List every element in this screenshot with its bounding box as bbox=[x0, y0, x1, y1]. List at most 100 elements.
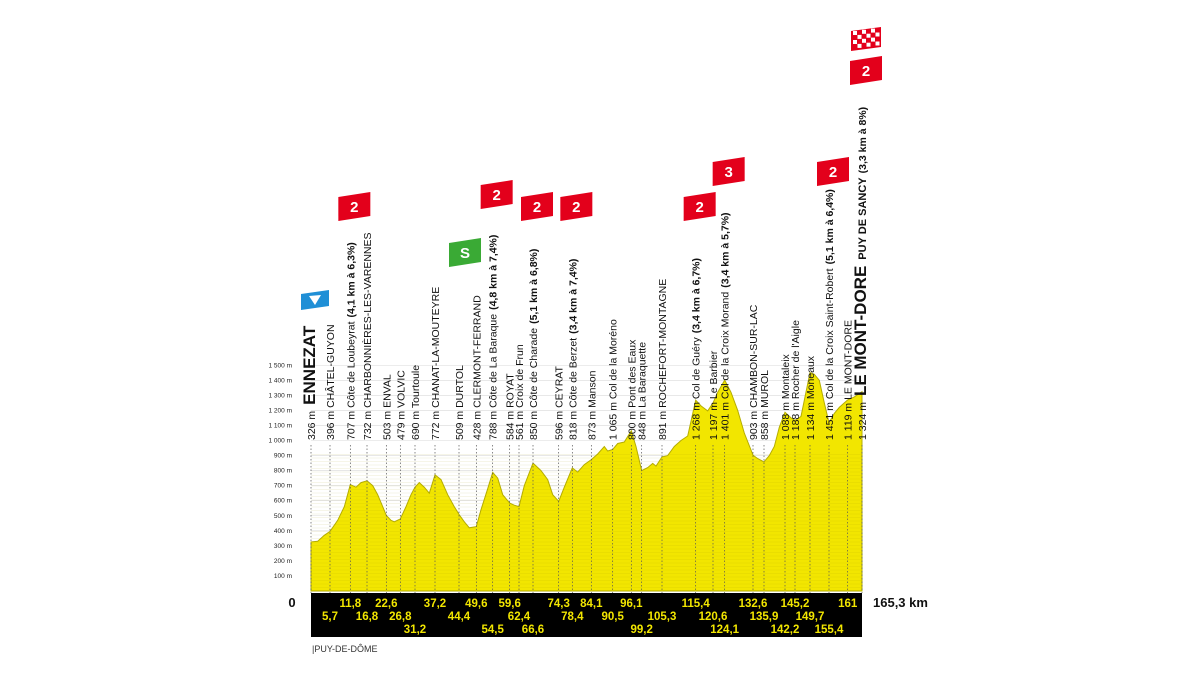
km-band-rect bbox=[311, 593, 862, 637]
waypoint-text: 707 m Côte de Loubeyrat bbox=[345, 321, 357, 440]
km-mark-label: 26,8 bbox=[389, 611, 412, 623]
waypoint-text: 858 m MUROL bbox=[759, 370, 771, 440]
waypoint-label: 1 134 m Moneaux bbox=[805, 355, 817, 440]
waypoint-text: 788 m Côte de La Baraque bbox=[488, 314, 500, 440]
waypoint-name: ENNEZAT bbox=[300, 325, 319, 405]
badge-label: 2 bbox=[572, 199, 580, 216]
waypoint-label: 1 451 m Col de la Croix Saint-Robert (5,1… bbox=[824, 189, 836, 440]
waypoint-label: 772 m CHANAT-LA-MOUTEYRE bbox=[430, 287, 442, 440]
waypoint-text: 396 m CHÂTEL-GUYON bbox=[324, 324, 337, 440]
waypoint-text: 903 m CHAMBON-SUR-LAC bbox=[748, 304, 760, 440]
y-tick-label: 900 m bbox=[274, 453, 292, 460]
finish-flag-check bbox=[853, 40, 857, 44]
km-mark-label: 59,6 bbox=[498, 598, 520, 610]
waypoint-labels: 326 m ENNEZAT 396 m CHÂTEL-GUYON 707 m Côte… bbox=[300, 107, 870, 440]
badge-label: 2 bbox=[350, 199, 358, 216]
waypoint-text: 1 324 m bbox=[857, 402, 869, 440]
badge-shape bbox=[817, 157, 849, 186]
y-tick-label: 100 m bbox=[274, 573, 292, 580]
waypoint-label: 818 m Côte de Berzet (3,4 km à 7,4%) bbox=[567, 259, 579, 440]
y-tick-label: 1 300 m bbox=[269, 392, 293, 399]
finish-flag-check bbox=[866, 42, 871, 47]
waypoint-text: 479 m VOLVIC bbox=[395, 370, 407, 440]
km-mark-label: 11,8 bbox=[339, 598, 361, 610]
waypoint-label: 788 m Côte de La Baraque (4,8 km à 7,4%) bbox=[488, 235, 500, 440]
waypoint-text: 873 m Manson bbox=[586, 370, 598, 440]
badge-label: 2 bbox=[492, 187, 500, 204]
waypoint-label: 1 188 m Rocher de l'Aigle bbox=[790, 320, 802, 440]
start-km-label: 0 bbox=[288, 595, 295, 610]
waypoint-text: 428 m CLERMONT-FERRAND bbox=[471, 295, 483, 440]
waypoint-text: 1 188 m Rocher de l'Aigle bbox=[790, 320, 802, 440]
waypoint-text: 732 m CHARBONNIÈRES-LES-VARENNES bbox=[361, 232, 374, 440]
km-mark-label: 78,4 bbox=[561, 611, 584, 623]
waypoint-text: 1 119 m LE MONT-DORE bbox=[843, 320, 855, 440]
waypoint-text: 1 268 m Col de Guéry bbox=[691, 337, 703, 440]
waypoint-climb-detail: (3,4 km à 5,7%) bbox=[720, 212, 732, 287]
km-mark-label: 66,6 bbox=[522, 624, 544, 636]
waypoint-climb-detail: (3,4 km à 7,4%) bbox=[567, 259, 579, 334]
y-tick-label: 1 500 m bbox=[269, 362, 293, 369]
km-mark-label: 105,3 bbox=[648, 611, 677, 623]
waypoint-text: 891 m ROCHEFORT-MONTAGNE bbox=[657, 279, 669, 440]
waypoint-label: 850 m Côte de Charade (5,1 km à 6,8%) bbox=[528, 249, 540, 440]
badge-label: 2 bbox=[695, 199, 703, 216]
waypoint-name-secondary: PUY DE SANCY bbox=[857, 177, 869, 260]
waypoint-label: 690 m Tourtoule bbox=[410, 365, 422, 440]
climb-category-badge: 2 bbox=[850, 56, 882, 85]
km-mark-label: 142,2 bbox=[771, 624, 800, 636]
waypoint-label: 891 m ROCHEFORT-MONTAGNE bbox=[657, 279, 669, 440]
badge-shape bbox=[449, 238, 481, 267]
waypoint-label: 800 m Pont des Eaux bbox=[626, 339, 638, 440]
waypoint-text: 503 m ENVAL bbox=[381, 374, 393, 440]
waypoint-label: 561 m Croix de Frun bbox=[514, 344, 526, 440]
waypoint-label: 873 m Manson bbox=[586, 370, 598, 440]
region-label: |PUY-DE-DÔME bbox=[312, 644, 378, 654]
waypoint-lines bbox=[310, 445, 863, 593]
badge-label: 2 bbox=[829, 164, 837, 181]
waypoint-text: 509 m DURTOL bbox=[454, 365, 466, 440]
y-tick-label: 1 000 m bbox=[269, 438, 293, 445]
finish-flag-check bbox=[862, 38, 866, 43]
y-tick-label: 500 m bbox=[274, 513, 292, 520]
km-mark-label: 161 bbox=[838, 598, 858, 610]
y-tick-label: 300 m bbox=[274, 543, 292, 550]
climb-category-badge: 2 bbox=[338, 192, 371, 221]
waypoint-label: 479 m VOLVIC bbox=[395, 370, 407, 440]
y-tick-label: 200 m bbox=[274, 558, 292, 565]
badge-shape bbox=[338, 192, 371, 221]
end-km-label: 165,3 km bbox=[873, 595, 928, 610]
km-mark-label: 96,1 bbox=[620, 598, 643, 610]
waypoint-text: 772 m CHANAT-LA-MOUTEYRE bbox=[430, 287, 442, 440]
climb-category-badge: 2 bbox=[683, 192, 716, 221]
km-mark-label: 49,6 bbox=[465, 598, 487, 610]
waypoint-climb-detail: (5,1 km à 6,4%) bbox=[824, 189, 836, 264]
waypoint-label: 1 065 m Col de la Moréno bbox=[608, 319, 620, 440]
badge-label: 3 bbox=[724, 164, 732, 181]
km-mark-label: 16,8 bbox=[356, 611, 379, 623]
badge-label: 2 bbox=[862, 63, 870, 80]
waypoint-label: 1 401 m Col de la Croix Morand (3,4 km à … bbox=[720, 212, 732, 440]
y-tick-label: 400 m bbox=[274, 528, 292, 535]
waypoint-text: 596 m CEYRAT bbox=[554, 366, 566, 440]
km-mark-label: 62,4 bbox=[508, 611, 531, 623]
badge-label: 2 bbox=[533, 199, 541, 216]
badge-shape bbox=[850, 56, 882, 85]
km-mark-label: 31,2 bbox=[404, 624, 426, 636]
waypoint-text: 1 197 m Le Barbier bbox=[708, 350, 720, 440]
km-mark-label: 99,2 bbox=[630, 624, 652, 636]
km-mark-label: 54,5 bbox=[481, 624, 504, 636]
waypoint-climb-detail: (5,1 km à 6,8%) bbox=[528, 249, 540, 324]
badge-shape bbox=[480, 180, 513, 209]
climb-category-badge: 2 bbox=[480, 180, 513, 209]
y-tick-label: 600 m bbox=[274, 498, 292, 505]
waypoint-label: 1 088 m Montaleix bbox=[780, 353, 792, 440]
finish-flag-check bbox=[866, 33, 871, 38]
y-tick-label: 800 m bbox=[274, 468, 292, 475]
km-mark-label: 22,6 bbox=[375, 598, 397, 610]
y-tick-label: 1 100 m bbox=[269, 422, 293, 429]
finish-flag-check bbox=[853, 31, 857, 35]
badge-shape bbox=[521, 192, 553, 221]
finish-flag-check bbox=[862, 29, 866, 34]
waypoint-label: 707 m Côte de Loubeyrat (4,1 km à 6,3%) bbox=[345, 242, 357, 440]
